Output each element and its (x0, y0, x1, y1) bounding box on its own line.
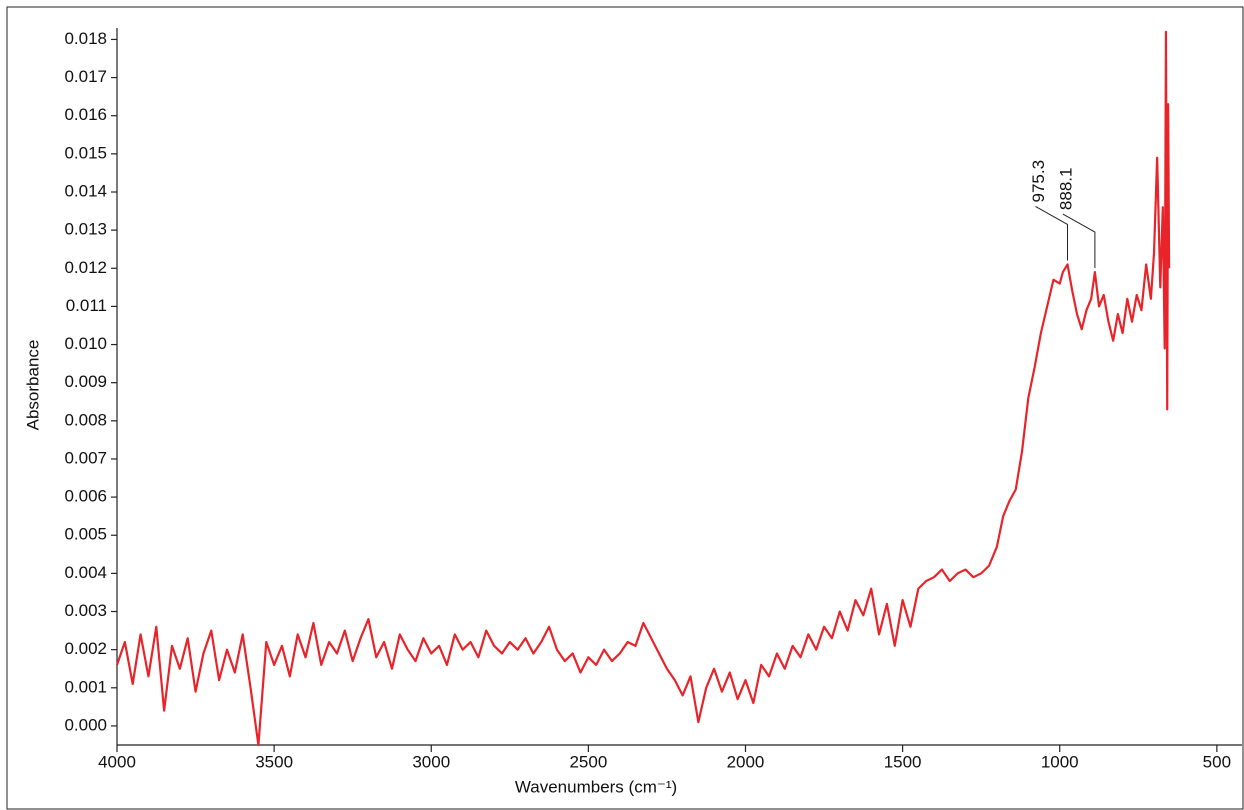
y-tick-label: 0.004 (64, 563, 107, 582)
y-axis-label: Absorbance (23, 340, 42, 431)
y-tick-label: 0.016 (64, 105, 107, 124)
y-tick-label: 0.010 (64, 334, 107, 353)
x-tick-label: 2500 (569, 752, 607, 771)
x-tick-label: 3500 (255, 752, 293, 771)
x-tick-label: 1500 (884, 752, 922, 771)
y-tick-label: 0.011 (66, 296, 107, 315)
x-tick-label: 4000 (98, 752, 136, 771)
y-tick-label: 0.013 (64, 220, 107, 239)
x-tick-label: 2000 (727, 752, 765, 771)
spectrum-line (115, 30, 1171, 747)
y-tick-label: 0.005 (64, 525, 107, 544)
y-tick-label: 0.008 (64, 410, 107, 429)
annotation-label: 975.3 (1029, 160, 1048, 203)
y-tick-label: 0.001 (64, 677, 107, 696)
annotation-label: 888.1 (1056, 168, 1075, 211)
y-tick-label: 0.009 (64, 372, 107, 391)
frame (6, 6, 1244, 810)
y-tick-label: 0.015 (64, 143, 107, 162)
y-tick-label: 0.000 (64, 715, 107, 734)
y-tick-label: 0.006 (64, 487, 107, 506)
x-axis-label: Wavenumbers (cm⁻¹) (515, 777, 677, 796)
x-tick-label: 3000 (412, 752, 450, 771)
annotation-leader (1062, 213, 1096, 269)
y-tick-label: 0.003 (64, 601, 107, 620)
x-tick-label: 1000 (1041, 752, 1079, 771)
y-tick-label: 0.007 (64, 448, 107, 467)
y-tick-label: 0.018 (64, 29, 107, 48)
y-tick-label: 0.014 (64, 181, 107, 200)
y-tick-label: 0.017 (64, 67, 107, 86)
x-tick-label: 500 (1203, 752, 1231, 771)
annotation-leader (1035, 206, 1068, 261)
y-tick-label: 0.012 (64, 258, 107, 277)
y-tick-label: 0.002 (64, 639, 107, 658)
